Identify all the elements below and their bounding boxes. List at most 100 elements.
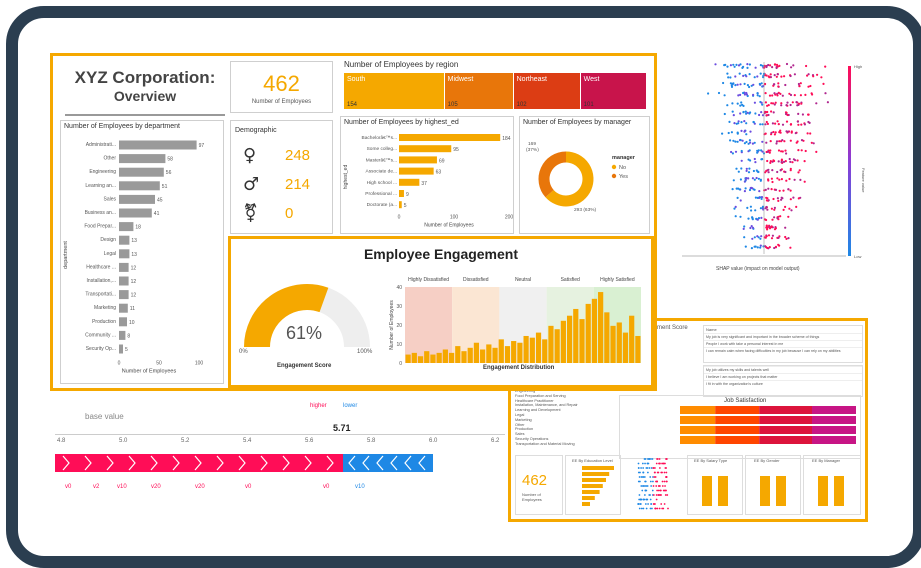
js-segment xyxy=(812,406,856,414)
dept-tick: 0 xyxy=(118,361,121,367)
dist-bar[interactable] xyxy=(566,315,573,363)
dist-bar[interactable] xyxy=(573,308,579,363)
shap-dot xyxy=(776,120,779,123)
dist-bar[interactable] xyxy=(591,298,598,363)
shap-dot xyxy=(820,76,823,79)
shap-dot xyxy=(766,122,769,125)
mini-shap-dot xyxy=(656,458,658,460)
mini-shap-dot xyxy=(640,507,643,510)
edu-bar[interactable] xyxy=(399,145,452,153)
dist-bar[interactable] xyxy=(461,351,467,363)
shap-dot xyxy=(760,82,763,85)
dist-bar[interactable] xyxy=(585,303,591,363)
dept-bar[interactable] xyxy=(119,344,123,354)
mini-shap-dot xyxy=(652,485,655,487)
dept-bar[interactable] xyxy=(119,167,164,177)
dept-bar[interactable] xyxy=(119,290,129,300)
dist-bar[interactable] xyxy=(504,346,511,363)
dept-bar[interactable] xyxy=(119,235,130,245)
dist-bar[interactable] xyxy=(579,319,585,363)
dist-bar[interactable] xyxy=(548,325,554,363)
dist-bar[interactable] xyxy=(492,347,498,363)
mini-shap-dot xyxy=(661,471,663,474)
dist-bar[interactable] xyxy=(554,329,560,363)
dist-bar[interactable] xyxy=(535,332,542,363)
edu-bar[interactable] xyxy=(399,167,434,175)
band-label: Neutral xyxy=(515,277,531,283)
dept-bar[interactable] xyxy=(119,276,129,286)
mini-shap-dot xyxy=(645,507,648,510)
edu-bar[interactable] xyxy=(399,134,501,141)
dist-bar[interactable] xyxy=(430,354,436,363)
region-tile-south[interactable]: South 154 xyxy=(344,73,445,109)
dept-bar[interactable] xyxy=(119,330,126,340)
shap-dot xyxy=(746,66,749,69)
dept-bar[interactable] xyxy=(119,181,160,191)
dist-bar[interactable] xyxy=(424,351,430,363)
donut-slice-no[interactable] xyxy=(545,151,594,207)
dept-value: 10 xyxy=(129,320,135,326)
dist-bar[interactable] xyxy=(405,354,411,363)
donut-slice-yes[interactable] xyxy=(538,151,567,198)
dist-bar[interactable] xyxy=(455,346,461,363)
shap-dot xyxy=(777,85,780,88)
region-tile-midwest[interactable]: Midwest 105 xyxy=(444,73,514,109)
shap-dot xyxy=(793,178,796,181)
dist-bar[interactable] xyxy=(473,342,480,363)
edu-bar[interactable] xyxy=(399,190,404,197)
edu-bar[interactable] xyxy=(399,156,437,164)
region-tile-west[interactable]: West 101 xyxy=(580,73,647,109)
dist-bar[interactable] xyxy=(542,339,548,363)
shap-dot xyxy=(748,139,751,142)
dist-bar[interactable] xyxy=(467,347,473,363)
edu-bar[interactable] xyxy=(399,178,420,186)
chevron-right-icon xyxy=(128,455,136,471)
dept-label: Engineering xyxy=(89,169,116,175)
dist-bar[interactable] xyxy=(448,352,455,363)
shap-dot xyxy=(822,82,825,85)
shap-dot xyxy=(773,208,776,211)
band-label: Satisfied xyxy=(561,277,580,283)
region-tile-northeast[interactable]: Northeast 102 xyxy=(513,73,581,109)
dept-bar[interactable] xyxy=(119,222,134,232)
dist-bar[interactable] xyxy=(629,315,635,363)
dept-bar[interactable] xyxy=(119,154,166,164)
mini-shap-dot xyxy=(646,485,649,487)
dist-bar[interactable] xyxy=(411,352,417,363)
dept-bar[interactable] xyxy=(119,194,155,204)
dist-bar[interactable] xyxy=(417,356,424,363)
shap-dot xyxy=(789,103,792,107)
force-tick: 5.4 xyxy=(243,438,252,444)
dist-bar[interactable] xyxy=(480,349,486,363)
dist-bar[interactable] xyxy=(498,339,504,363)
dist-bar[interactable] xyxy=(529,337,535,363)
dist-bar[interactable] xyxy=(604,312,610,363)
dist-bar[interactable] xyxy=(517,342,523,363)
region-name: Midwest xyxy=(447,76,474,83)
dept-bar[interactable] xyxy=(119,249,130,259)
dept-bar[interactable] xyxy=(119,262,129,272)
shap-dot xyxy=(732,139,735,142)
dist-bar[interactable] xyxy=(610,325,616,363)
dist-bar[interactable] xyxy=(486,344,492,363)
dist-bar[interactable] xyxy=(622,332,629,363)
dist-bar[interactable] xyxy=(436,352,442,363)
dist-bar[interactable] xyxy=(635,335,641,363)
dept-bar[interactable] xyxy=(119,303,128,313)
dept-bar[interactable] xyxy=(119,208,152,218)
shap-dot xyxy=(810,141,813,144)
js-segment xyxy=(812,426,856,434)
shap-dot xyxy=(759,246,762,249)
dist-bar[interactable] xyxy=(523,335,529,363)
shap-dot xyxy=(774,93,777,96)
shap-dot xyxy=(770,110,773,113)
dept-bar[interactable] xyxy=(119,317,127,327)
dist-bar[interactable] xyxy=(616,322,622,363)
dist-bar[interactable] xyxy=(598,292,604,363)
dist-bar[interactable] xyxy=(560,320,566,363)
edu-bar[interactable] xyxy=(399,201,402,209)
dept-bar[interactable] xyxy=(119,140,197,150)
dist-bar[interactable] xyxy=(511,341,517,363)
dist-bar[interactable] xyxy=(442,349,448,363)
shap-dot xyxy=(760,197,763,200)
